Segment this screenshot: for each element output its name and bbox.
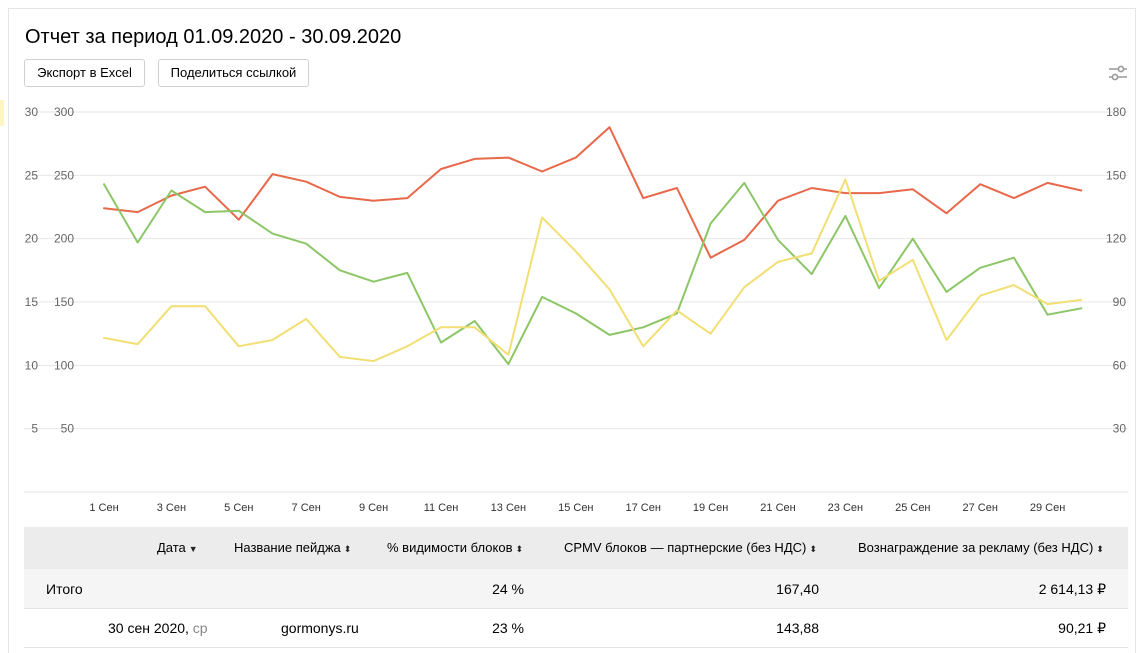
x-tick-label: 11 Сен — [424, 502, 459, 514]
x-tick-label: 9 Сен — [359, 502, 388, 514]
series-line-2 — [103, 181, 1083, 366]
y-tick-label-left-outer: 20 — [25, 232, 39, 246]
y-tick-label-right: 120 — [1106, 232, 1126, 246]
x-tick-label: 21 Сен — [760, 502, 795, 514]
col-header-cpmv[interactable]: CPMV блоков — партнерские (без НДС) ⬍ — [564, 540, 817, 555]
y-tick-label-right: 30 — [1113, 422, 1127, 436]
x-tick-label: 29 Сен — [1030, 502, 1065, 514]
y-tick-label-right: 150 — [1106, 168, 1126, 182]
x-tick-label: 7 Сен — [292, 502, 321, 514]
total-reward: 2 614,13 ₽ — [1038, 581, 1106, 597]
export-excel-button[interactable]: Экспорт в Excel — [24, 59, 145, 87]
x-tick-label: 1 Сен — [89, 502, 118, 514]
y-tick-label-left-inner: 150 — [54, 295, 74, 309]
x-tick-label: 27 Сен — [962, 502, 997, 514]
chart-gridlines — [24, 111, 1128, 493]
y-tick-label-left-inner: 100 — [54, 358, 74, 372]
y-tick-label-left-outer: 30 — [25, 105, 39, 119]
settings-sliders-icon[interactable] — [1108, 64, 1128, 82]
chart-series — [103, 126, 1083, 366]
report-frame — [8, 8, 1136, 653]
page-title: Отчет за период 01.09.2020 - 30.09.2020 — [25, 26, 402, 48]
x-tick-label: 5 Сен — [224, 502, 253, 514]
y-tick-label-left-inner: 200 — [54, 232, 74, 246]
side-marker — [0, 100, 4, 126]
y-tick-label-right: 180 — [1106, 105, 1126, 119]
table-total-row: Итого 24 % 167,40 2 614,13 ₽ — [24, 569, 1128, 609]
row-visibility: 23 % — [492, 620, 524, 636]
y-tick-label-left-inner: 50 — [61, 422, 75, 436]
x-tick-label: 13 Сен — [491, 502, 526, 514]
row-reward: 90,21 ₽ — [1058, 620, 1106, 636]
y-tick-label-right: 90 — [1113, 295, 1127, 309]
sort-icon: ⬍ — [515, 544, 524, 554]
line-chart: 5 10 15 20 25 30 50 100 150 200 250 300 30 60 90 120 150… — [24, 105, 1128, 514]
y-tick-label-left-inner: 300 — [54, 105, 74, 119]
x-tick-label: 19 Сен — [693, 502, 728, 514]
x-tick-label: 23 Сен — [828, 502, 863, 514]
table-header: Дата ▼ Название пейджа ⬍ % видимости блоко… — [24, 527, 1128, 569]
share-link-button[interactable]: Поделиться ссылкой — [158, 59, 309, 87]
col-header-page[interactable]: Название пейджа ⬍ — [234, 540, 352, 555]
sort-desc-icon: ▼ — [188, 544, 198, 554]
y-tick-label-left-outer: 10 — [25, 358, 39, 372]
row-page-name: gormonys.ru — [281, 620, 359, 636]
x-tick-label: 17 Сен — [625, 502, 660, 514]
table-row[interactable]: 30 сен 2020, ср gormonys.ru 23 % 143,88 … — [24, 609, 1128, 648]
x-tick-label: 15 Сен — [558, 502, 593, 514]
x-tick-label: 25 Сен — [895, 502, 930, 514]
row-weekday: ср — [192, 620, 208, 636]
sort-icon: ⬍ — [1096, 544, 1104, 554]
col-header-visibility[interactable]: % видимости блоков ⬍ — [387, 540, 524, 555]
y-tick-label-left-outer: 15 — [25, 295, 39, 309]
total-label: Итого — [46, 581, 83, 597]
col-header-reward[interactable]: Вознаграждение за рекламу (без НДС) ⬍ — [858, 540, 1104, 555]
sort-icon: ⬍ — [809, 544, 817, 554]
row-date: 30 сен 2020, ср — [108, 620, 208, 636]
col-header-date[interactable]: Дата ▼ — [157, 540, 198, 555]
sort-icon: ⬍ — [343, 544, 352, 554]
row-cpmv: 143,88 — [776, 620, 819, 636]
y-tick-label-right: 60 — [1113, 358, 1127, 372]
x-tick-label: 3 Сен — [157, 502, 186, 514]
series-line-3 — [103, 178, 1083, 363]
series-line-1 — [103, 126, 1083, 259]
total-visibility: 24 % — [492, 581, 524, 597]
total-cpmv: 167,40 — [776, 581, 819, 597]
y-tick-label-left-inner: 250 — [54, 168, 74, 182]
chart-axes: 5 10 15 20 25 30 50 100 150 200 250 300 30 60 90 120 150… — [25, 105, 1127, 514]
y-tick-label-left-outer: 25 — [25, 168, 39, 182]
report-table: Дата ▼ Название пейджа ⬍ % видимости блоко… — [24, 527, 1128, 648]
y-tick-label-left-outer: 5 — [31, 422, 38, 436]
